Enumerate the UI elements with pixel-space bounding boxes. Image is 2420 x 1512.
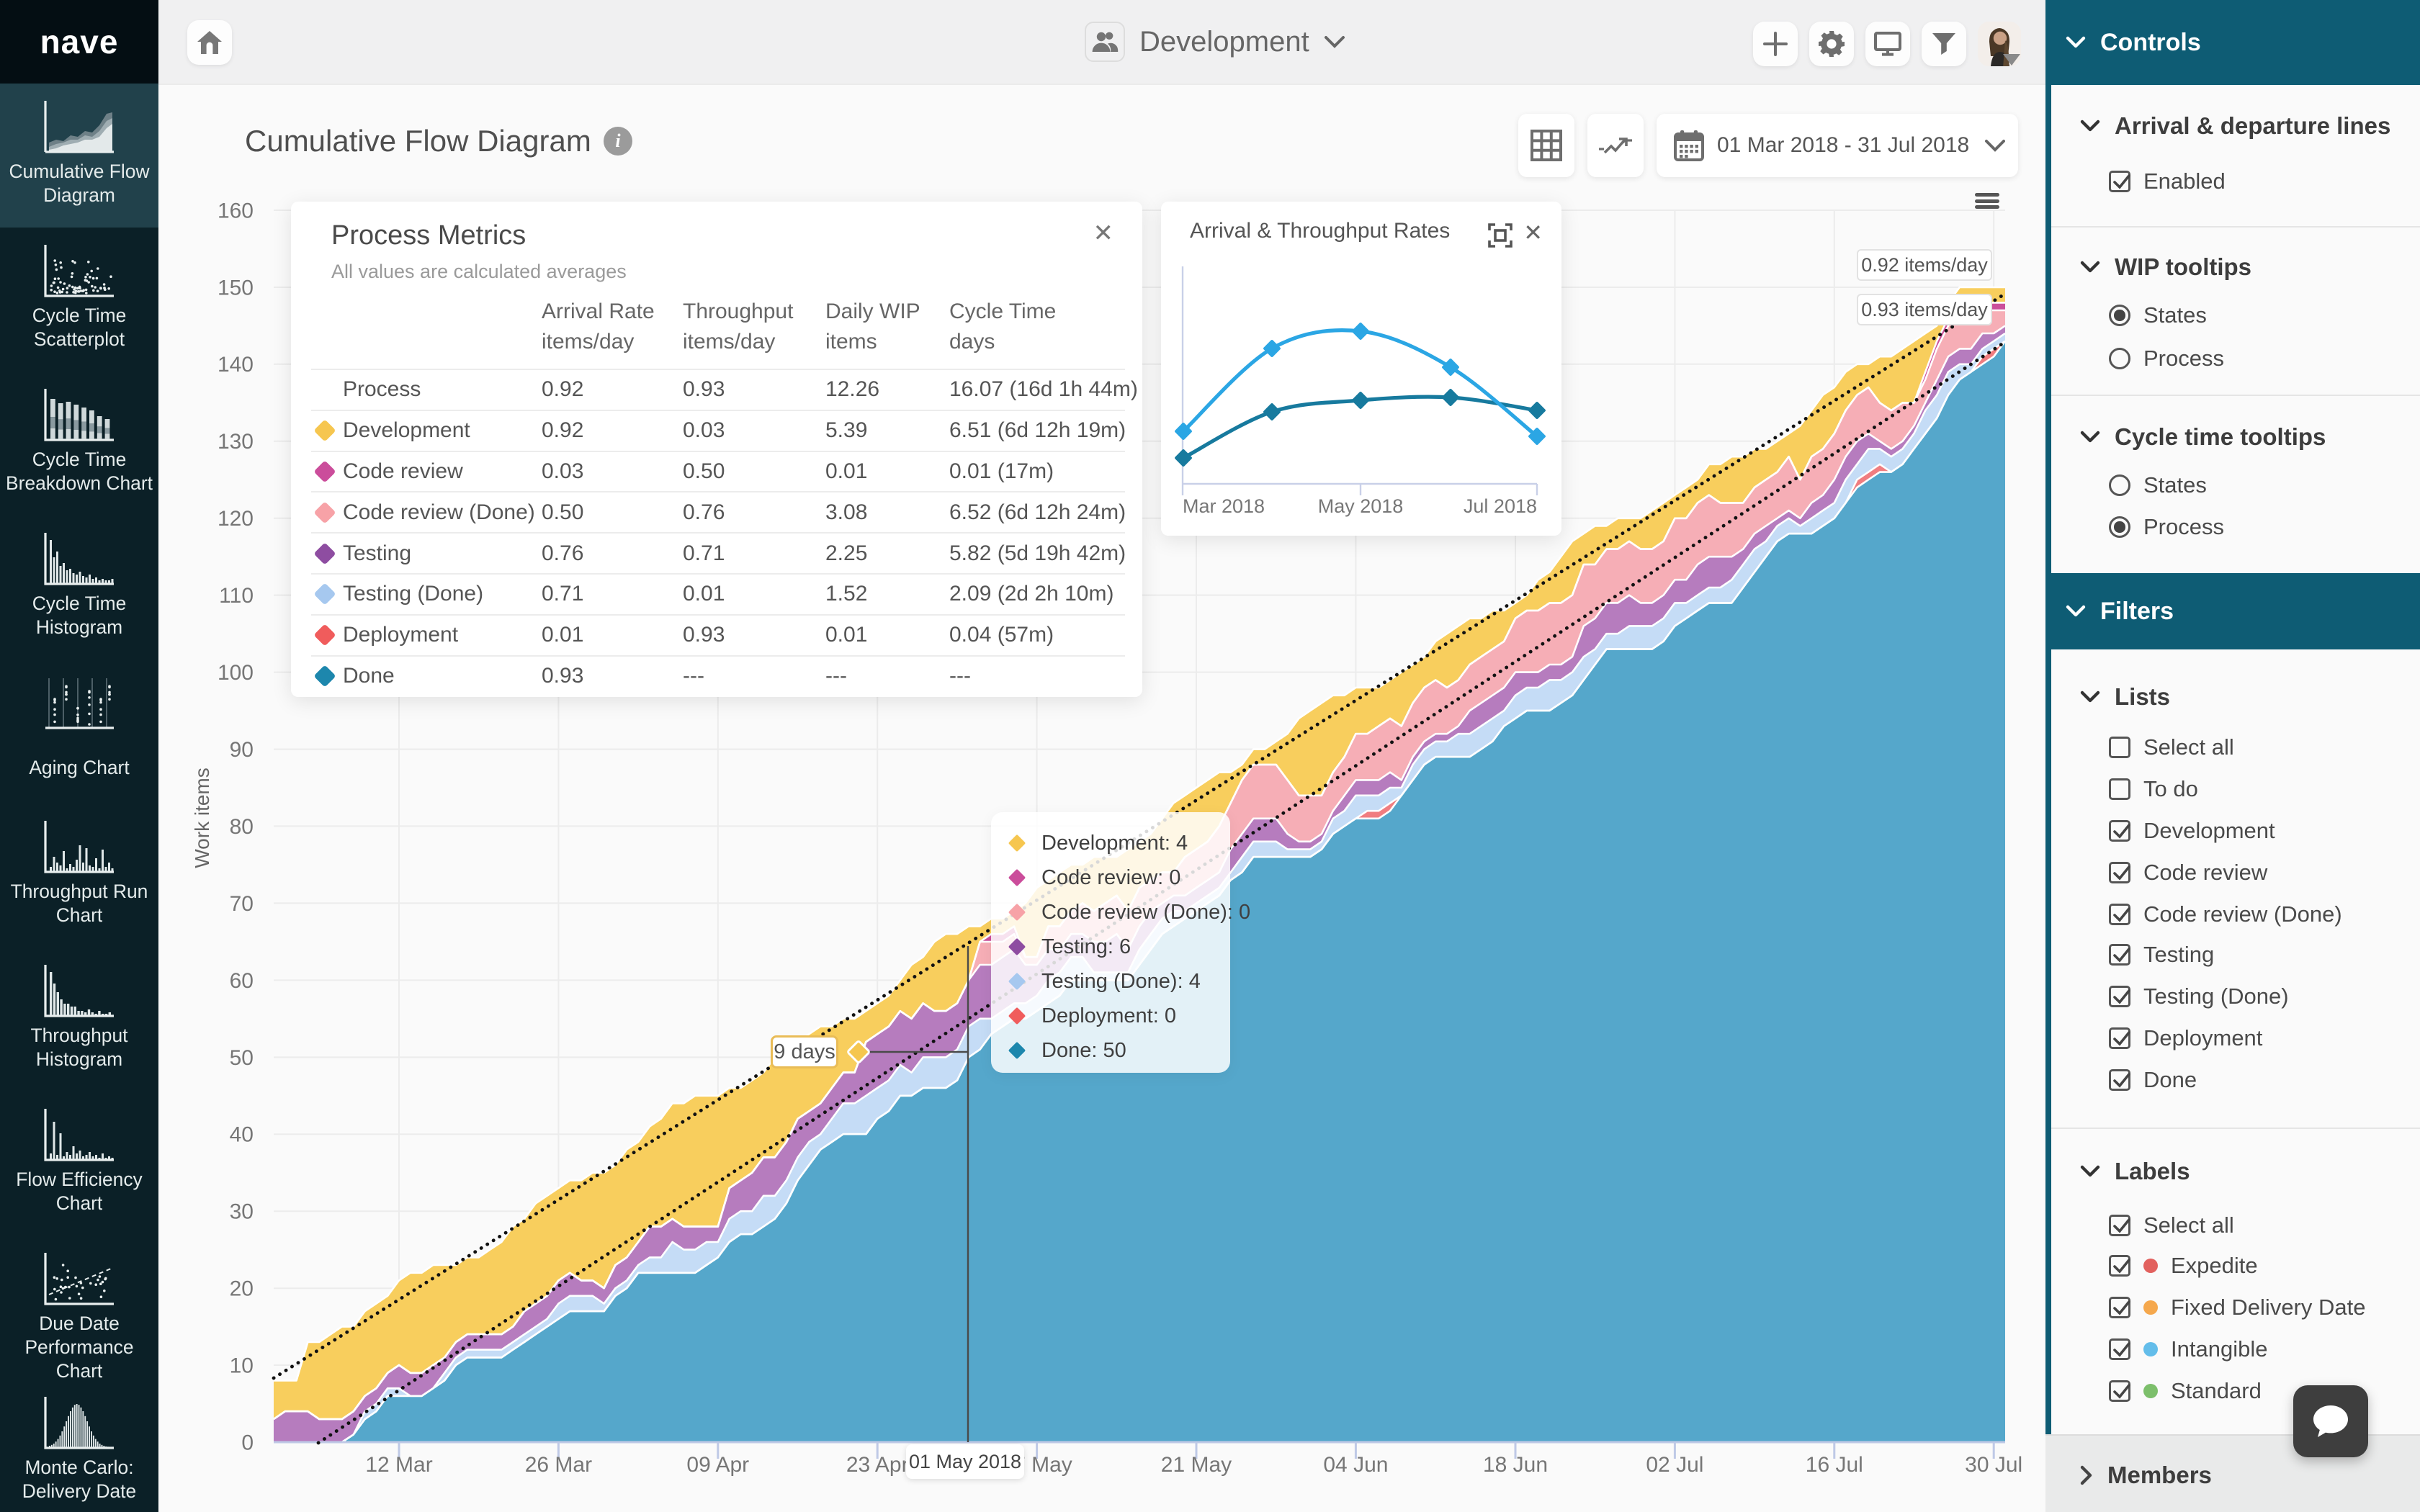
svg-text:150: 150: [218, 276, 254, 300]
svg-text:60: 60: [230, 969, 254, 993]
svg-text:04 Jun: 04 Jun: [1323, 1453, 1388, 1477]
svg-text:120: 120: [218, 507, 254, 531]
svg-text:130: 130: [218, 430, 254, 454]
svg-text:10: 10: [230, 1354, 254, 1377]
svg-text:May 2018: May 2018: [1318, 495, 1404, 517]
svg-text:Mar 2018: Mar 2018: [1183, 495, 1265, 517]
svg-text:50: 50: [230, 1046, 254, 1070]
svg-text:80: 80: [230, 815, 254, 839]
svg-text:140: 140: [218, 353, 254, 377]
svg-text:160: 160: [218, 199, 254, 222]
svg-text:09 Apr: 09 Apr: [686, 1453, 749, 1477]
svg-text:Jul 2018: Jul 2018: [1464, 495, 1537, 517]
svg-text:30: 30: [230, 1200, 254, 1224]
svg-text:100: 100: [218, 661, 254, 685]
svg-text:110: 110: [219, 584, 254, 608]
svg-text:20: 20: [230, 1277, 254, 1301]
svg-text:26 Mar: 26 Mar: [525, 1453, 592, 1477]
svg-text:21 May: 21 May: [1161, 1453, 1232, 1477]
svg-text:16 Jul: 16 Jul: [1806, 1453, 1863, 1477]
svg-text:40: 40: [230, 1123, 254, 1147]
svg-text:90: 90: [230, 738, 254, 762]
svg-text:18 Jun: 18 Jun: [1483, 1453, 1548, 1477]
svg-text:12 Mar: 12 Mar: [365, 1453, 432, 1477]
svg-text:70: 70: [230, 892, 254, 916]
svg-text:30 Jul: 30 Jul: [1965, 1453, 2022, 1477]
svg-text:Work items: Work items: [191, 768, 213, 868]
svg-text:02 Jul: 02 Jul: [1646, 1453, 1703, 1477]
svg-text:23 Apr: 23 Apr: [846, 1453, 909, 1477]
svg-text:0: 0: [241, 1431, 254, 1454]
